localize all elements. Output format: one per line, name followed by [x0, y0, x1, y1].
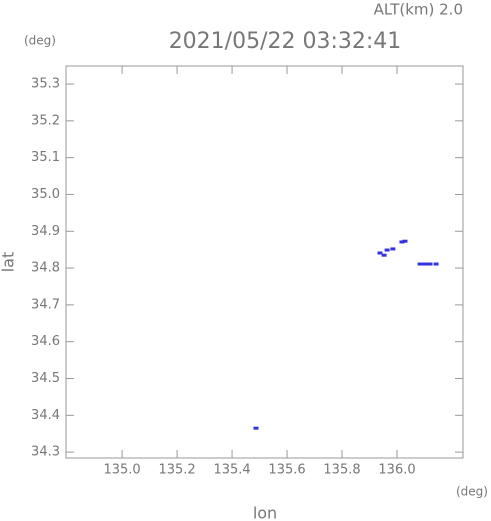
y-tick-label: 35.2 — [31, 113, 60, 128]
y-tick-label: 34.6 — [31, 334, 60, 349]
echo-point — [384, 248, 390, 252]
x-tick-label: 135.6 — [268, 463, 305, 478]
echo-point — [377, 251, 383, 255]
echo-point — [399, 240, 405, 244]
y-tick-label: 35.1 — [31, 150, 60, 165]
x-unit: (deg) — [456, 485, 488, 499]
x-tick-label: 135.4 — [213, 463, 250, 478]
y-tick-label: 35.3 — [31, 77, 60, 92]
echo-point — [390, 247, 396, 251]
echo-point — [253, 426, 259, 430]
y-tick-label: 34.7 — [31, 297, 60, 312]
y-label: lat — [0, 252, 18, 273]
y-tick-label: 34.8 — [31, 261, 60, 276]
echo-point — [427, 262, 433, 266]
y-tick-label: 34.9 — [31, 224, 60, 239]
echo-point — [433, 262, 439, 266]
x-tick-label: 135.8 — [323, 463, 360, 478]
x-tick-label: 136.0 — [378, 463, 415, 478]
y-tick-label: 34.5 — [31, 371, 60, 386]
chart-title: 2021/05/22 03:32:41 — [169, 29, 402, 54]
y-unit: (deg) — [24, 34, 56, 48]
echo-point — [381, 253, 387, 257]
echo-point — [422, 262, 428, 266]
y-tick-label: 34.3 — [31, 445, 60, 460]
y-tick-label: 35.0 — [31, 187, 60, 202]
x-label: lon — [253, 504, 277, 521]
x-tick-label: 135.2 — [158, 463, 195, 478]
plot-frame — [65, 65, 464, 459]
echo-point — [402, 239, 408, 243]
echo-point — [417, 262, 423, 266]
annotation: ALT(km) 2.0 — [374, 1, 463, 19]
x-tick-label: 135.0 — [103, 463, 140, 478]
y-tick-label: 34.4 — [31, 408, 60, 423]
